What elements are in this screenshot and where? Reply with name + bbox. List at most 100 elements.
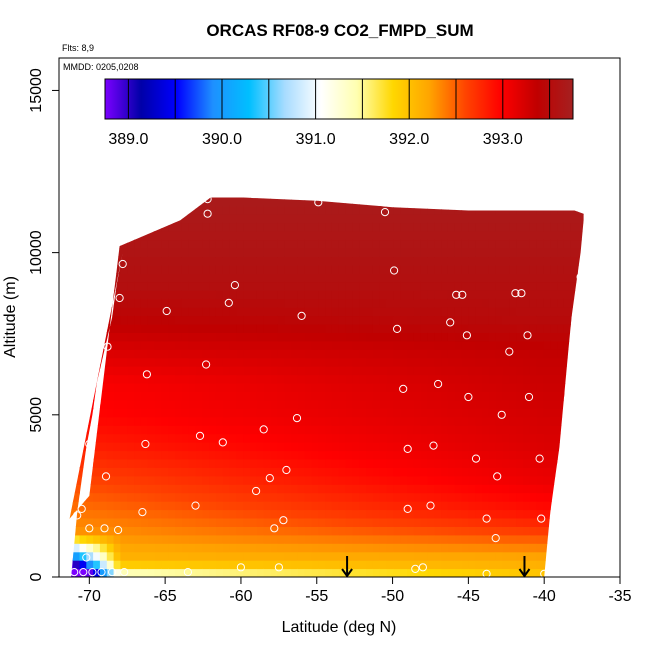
heatmap-cell [311, 526, 319, 536]
heatmap-cell [584, 510, 591, 519]
heatmap-cell [147, 416, 156, 426]
heatmap-cell [99, 526, 108, 536]
heatmap-cell [215, 526, 224, 536]
heatmap-cell [338, 560, 347, 570]
heatmap-cell [168, 256, 176, 266]
heatmap-cell [181, 239, 190, 249]
heatmap-cell [120, 281, 128, 291]
heatmap-cell [69, 475, 74, 485]
heatmap-cell [447, 526, 456, 536]
heatmap-cell [284, 442, 292, 452]
heatmap-cell [393, 416, 401, 426]
heatmap-cell [427, 509, 435, 519]
heatmap-cell [570, 332, 579, 342]
heatmap-cell [379, 467, 388, 477]
heatmap-cell [236, 543, 244, 553]
heatmap-cell [93, 408, 101, 418]
heatmap-cell [202, 197, 210, 198]
heatmap-cell [229, 501, 237, 511]
heatmap-cell [311, 374, 319, 384]
heatmap-cell [598, 526, 605, 535]
heatmap-cell [134, 433, 142, 443]
heatmap-cell [250, 551, 258, 561]
heatmap-cell [93, 273, 101, 283]
heatmap-cell [202, 416, 210, 426]
heatmap-cell [420, 543, 428, 553]
heatmap-cell [154, 383, 162, 392]
heatmap-cell [447, 357, 456, 367]
heatmap-cell [536, 357, 544, 367]
heatmap-cell [222, 324, 231, 333]
sample-point [403, 504, 412, 513]
heatmap-cell [502, 307, 510, 317]
heatmap-cell [550, 374, 558, 384]
heatmap-cell [202, 290, 210, 300]
heatmap-cell [120, 534, 128, 544]
heatmap-cell [557, 315, 565, 325]
heatmap-cell [134, 222, 142, 232]
heatmap-cell [345, 518, 353, 527]
heatmap-cell [379, 214, 388, 224]
heatmap-cell [413, 265, 422, 274]
heatmap-cell [359, 281, 367, 291]
heatmap-cell [59, 307, 66, 316]
heatmap-cell [454, 408, 463, 418]
heatmap-cell [72, 349, 80, 359]
heatmap-cell [229, 239, 237, 249]
heatmap-cell [407, 501, 415, 511]
heatmap-cell [386, 256, 394, 266]
heatmap-cell [509, 526, 517, 536]
heatmap-cell [529, 374, 538, 384]
sample-point [224, 298, 233, 307]
heatmap-cell [338, 324, 347, 333]
heatmap-cell [93, 298, 101, 308]
heatmap-cell [256, 222, 265, 232]
heatmap-cell [454, 425, 463, 435]
heatmap-cell [209, 551, 217, 561]
heatmap-cell [147, 467, 156, 477]
heatmap-cell [113, 501, 121, 511]
heatmap-cell [468, 374, 476, 384]
heatmap-cell [222, 484, 231, 494]
heatmap-cell [325, 383, 333, 392]
heatmap-cell [168, 357, 176, 367]
heatmap-cell [454, 357, 463, 367]
heatmap-cell [325, 534, 333, 544]
heatmap-cell [250, 231, 258, 241]
heatmap-cell [598, 569, 605, 578]
heatmap-cell [147, 332, 156, 342]
heatmap-cell [140, 433, 149, 443]
y-tick-label: 15000 [28, 68, 45, 113]
heatmap-cell [325, 239, 333, 249]
heatmap-cell [420, 357, 428, 367]
sample-point [517, 289, 526, 298]
heatmap-cell [550, 484, 558, 494]
heatmap-cell [366, 197, 374, 198]
heatmap-cell [215, 383, 224, 392]
heatmap-cell [147, 248, 156, 258]
heatmap-cell [181, 248, 190, 258]
heatmap-cell [86, 315, 94, 325]
heatmap-cell [284, 501, 292, 511]
heatmap-cell [563, 399, 572, 409]
heatmap-layer [59, 197, 605, 578]
heatmap-cell [202, 492, 210, 502]
heatmap-cell [509, 332, 517, 342]
heatmap-cell [175, 197, 183, 198]
heatmap-cell [557, 416, 565, 426]
sample-point [183, 568, 192, 577]
heatmap-cell [263, 231, 272, 241]
heatmap-cell [202, 222, 210, 232]
heatmap-cell [325, 366, 333, 376]
heatmap-cell [529, 467, 538, 477]
heatmap-cell [468, 231, 476, 241]
heatmap-cell [441, 467, 449, 477]
heatmap-cell [188, 273, 196, 283]
heatmap-cell [209, 298, 217, 308]
heatmap-cell [570, 197, 579, 207]
heatmap-cell [407, 467, 415, 477]
heatmap-cell [188, 433, 196, 443]
heatmap-cell [106, 492, 115, 502]
heatmap-cell [188, 526, 196, 536]
heatmap-cell [502, 416, 510, 426]
